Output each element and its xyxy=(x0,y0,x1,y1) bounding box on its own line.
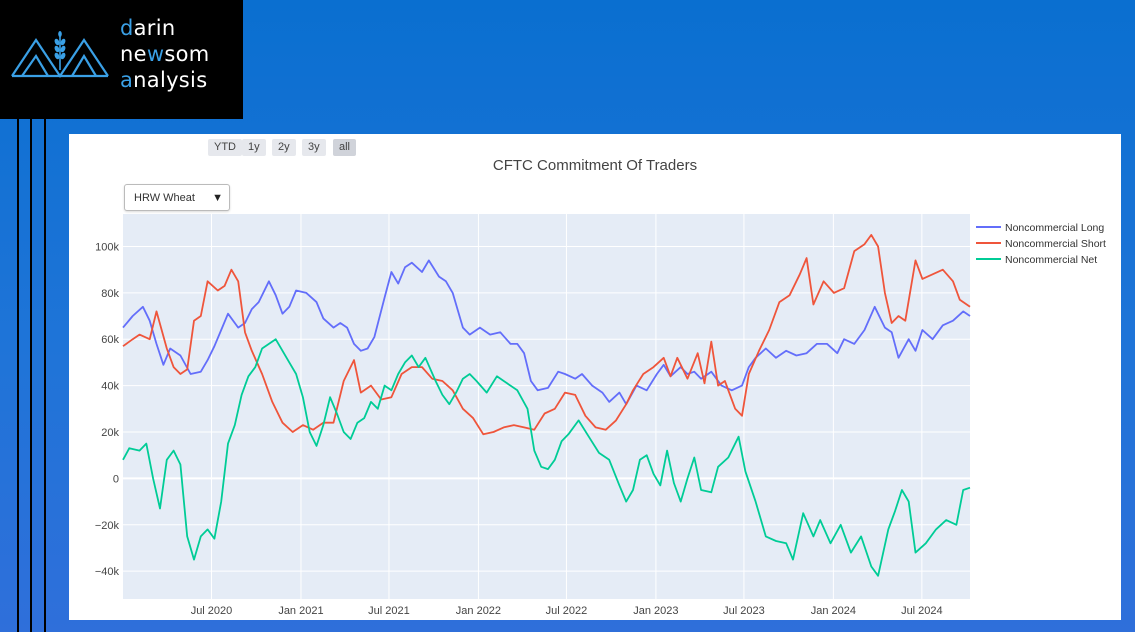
y-tick-label: 80k xyxy=(101,288,119,300)
series-line xyxy=(122,234,971,436)
x-tick-label: Jan 2022 xyxy=(456,605,501,617)
y-tick-label: 40k xyxy=(101,381,119,393)
range-button-all[interactable]: all xyxy=(333,139,357,156)
chart-panel: YTD 1y 2y 3y all CFTC Commitment Of Trad… xyxy=(69,134,1121,620)
x-tick-label: Jul 2020 xyxy=(191,605,233,617)
x-tick-label: Jul 2023 xyxy=(723,605,765,617)
commodity-select-value: HRW Wheat xyxy=(134,192,195,204)
y-tick-label: 60k xyxy=(101,334,119,346)
plot-area xyxy=(123,214,970,599)
x-tick-label: Jan 2024 xyxy=(811,605,856,617)
y-tick-label: 0 xyxy=(113,473,119,485)
series-line xyxy=(122,259,971,406)
range-button-ytd[interactable]: YTD xyxy=(208,139,242,156)
x-tick-label: Jan 2023 xyxy=(633,605,678,617)
x-tick-label: Jul 2022 xyxy=(546,605,588,617)
chart-title: CFTC Commitment Of Traders xyxy=(492,157,698,174)
decorative-rule xyxy=(17,119,19,632)
range-button-1y[interactable]: 1y xyxy=(242,139,266,156)
range-button-2y[interactable]: 2y xyxy=(272,139,296,156)
logo: darin newsom analysis xyxy=(0,0,243,119)
y-tick-label: −40k xyxy=(95,566,120,578)
legend-label: Noncommercial Long xyxy=(1005,222,1104,234)
decorative-rule xyxy=(30,119,32,632)
y-tick-label: −20k xyxy=(95,520,120,532)
legend-label: Noncommercial Net xyxy=(1005,254,1097,266)
x-tick-label: Jan 2021 xyxy=(278,605,323,617)
x-tick-label: Jul 2021 xyxy=(368,605,410,617)
logo-wordmark: darin newsom analysis xyxy=(120,16,210,92)
series-line xyxy=(122,338,971,577)
y-tick-label: 100k xyxy=(95,241,119,253)
wheat-mountain-logo-icon xyxy=(11,31,109,78)
chevron-down-icon: ▼ xyxy=(212,192,223,204)
range-button-3y[interactable]: 3y xyxy=(302,139,326,156)
commodity-select[interactable]: HRW Wheat ▼ xyxy=(124,184,230,211)
y-tick-label: 20k xyxy=(101,427,119,439)
legend-label: Noncommercial Short xyxy=(1005,238,1106,250)
line-chart: −40k −20k 0 20k 40k 60k 80k 100k Jul 2020 Jan 20… xyxy=(95,214,1106,617)
x-tick-label: Jul 2024 xyxy=(901,605,943,617)
decorative-rule xyxy=(44,119,46,632)
